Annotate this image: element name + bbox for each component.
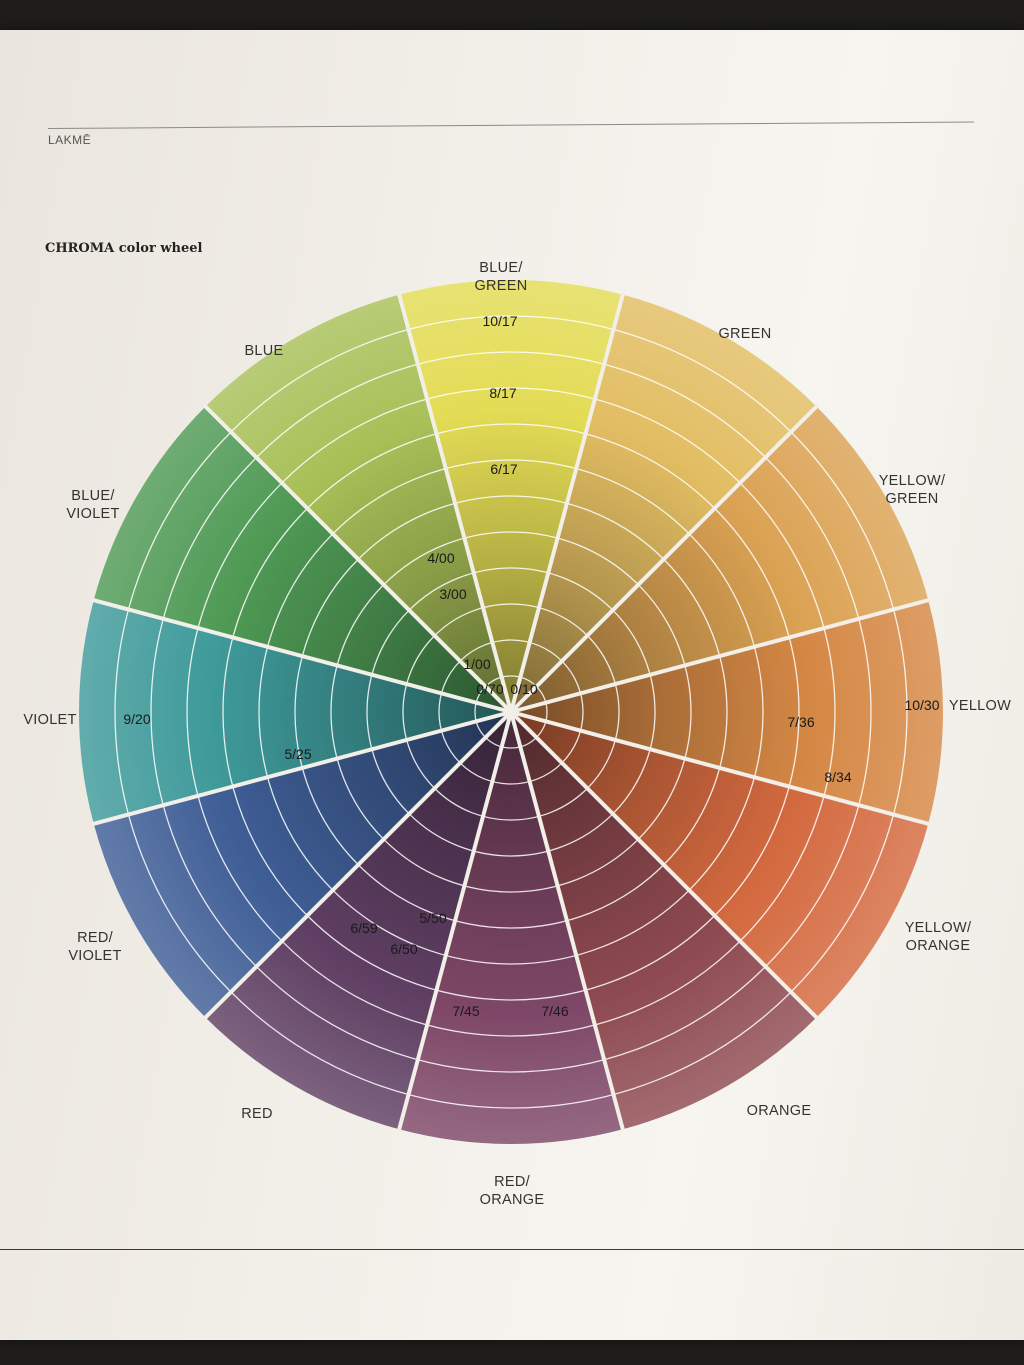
label-red-violet: RED/VIOLET	[68, 930, 121, 964]
ring	[330, 531, 692, 893]
shade-code: 4/00	[427, 550, 454, 566]
shade-code: 7/45	[452, 1003, 479, 1019]
sector-blue	[93, 712, 512, 1018]
spoke	[509, 403, 820, 714]
label-line: YELLOW	[949, 698, 1011, 714]
label-line: GREEN	[885, 491, 938, 507]
spoke	[509, 710, 820, 1021]
label-line: RED/	[494, 1174, 531, 1190]
shade-code: 8/17	[489, 385, 516, 401]
sector-green	[93, 406, 512, 712]
label-line: VIOLET	[66, 506, 119, 522]
label-line: BLUE	[244, 343, 283, 359]
spoke	[396, 292, 513, 713]
ring	[186, 387, 836, 1037]
shade-code: 7/36	[787, 714, 814, 730]
label-line: BLUE/	[479, 260, 523, 276]
spoke	[91, 597, 512, 714]
wheel-heading: CHROMA color wheel	[45, 241, 203, 256]
shade-code: 10/30	[904, 697, 939, 713]
label-line: VIOLET	[68, 948, 121, 964]
label-blue-violet: BLUE/VIOLET	[66, 488, 119, 522]
label-yellow-orange: YELLOW/ORANGE	[905, 920, 972, 954]
sector-blue-violet	[205, 712, 511, 1130]
spoke	[91, 710, 512, 827]
shade-code: 7/46	[541, 1003, 568, 1019]
ring	[366, 567, 656, 857]
label-red-orange: RED/ORANGE	[480, 1174, 545, 1208]
label-blue: BLUE	[244, 343, 283, 359]
ring	[114, 315, 908, 1109]
brand-label: LAKMĒ	[48, 133, 92, 147]
shade-code: 10/17	[482, 313, 517, 329]
shade-code: 0/70	[476, 681, 503, 697]
wheel-spokes	[91, 292, 931, 1132]
shade-code: 6/59	[350, 920, 377, 936]
spoke	[396, 711, 513, 1132]
shade-code: 3/00	[439, 586, 466, 602]
shade-labels: 10/17 8/17 6/17 4/00 3/00 1/00 0/70 0/10 7/36 10/…	[123, 313, 939, 1019]
sector-red-violet	[511, 712, 817, 1130]
label-line: ORANGE	[747, 1103, 812, 1119]
ring	[474, 675, 548, 749]
wheel-rings	[114, 315, 908, 1109]
ring	[222, 423, 800, 1001]
ring	[294, 495, 728, 929]
spoke	[202, 403, 513, 714]
shade-code: 6/50	[390, 941, 417, 957]
label-orange: ORANGE	[747, 1103, 812, 1119]
ring	[402, 603, 620, 821]
label-blue-green: BLUE/GREEN	[474, 260, 527, 294]
spoke	[509, 292, 626, 713]
footer-rule	[0, 1249, 1024, 1250]
label-line: GREEN	[474, 278, 527, 294]
shade-code: 8/34	[824, 769, 851, 785]
label-line: RED/	[77, 930, 114, 946]
shade-code: 1/00	[463, 656, 490, 672]
ring	[258, 459, 764, 965]
label-line: BLUE/	[71, 488, 115, 504]
ring	[438, 639, 584, 785]
shade-code: 5/50	[419, 910, 446, 926]
label-line: ORANGE	[480, 1192, 545, 1208]
ring	[150, 351, 872, 1073]
label-green: GREEN	[718, 326, 771, 342]
label-yellow-green: YELLOW/GREEN	[879, 473, 946, 507]
sector-yellow-green	[205, 294, 511, 712]
label-line: VIOLET	[23, 712, 76, 728]
label-line: YELLOW/	[905, 920, 972, 936]
sector-orange	[511, 406, 929, 712]
spoke	[509, 711, 626, 1132]
sector-red	[511, 712, 929, 1018]
shade-code: 9/20	[123, 711, 150, 727]
label-line: GREEN	[718, 326, 771, 342]
shade-code: 6/17	[490, 461, 517, 477]
sector-yellow-orange	[511, 294, 817, 712]
label-line: ORANGE	[906, 938, 971, 954]
label-yellow: YELLOW	[949, 698, 1011, 714]
spoke	[202, 710, 513, 1021]
shade-code: 0/10	[510, 681, 537, 697]
shade-code: 5/25	[284, 746, 311, 762]
label-red: RED	[241, 1106, 273, 1122]
label-line: RED	[241, 1106, 273, 1122]
segment-labels: BLUE/GREENGREENYELLOW/GREENYELLOWYELLOW/…	[23, 260, 1011, 1208]
label-line: YELLOW/	[879, 473, 946, 489]
spoke	[510, 597, 931, 714]
label-violet: VIOLET	[23, 712, 76, 728]
spoke	[510, 710, 931, 827]
